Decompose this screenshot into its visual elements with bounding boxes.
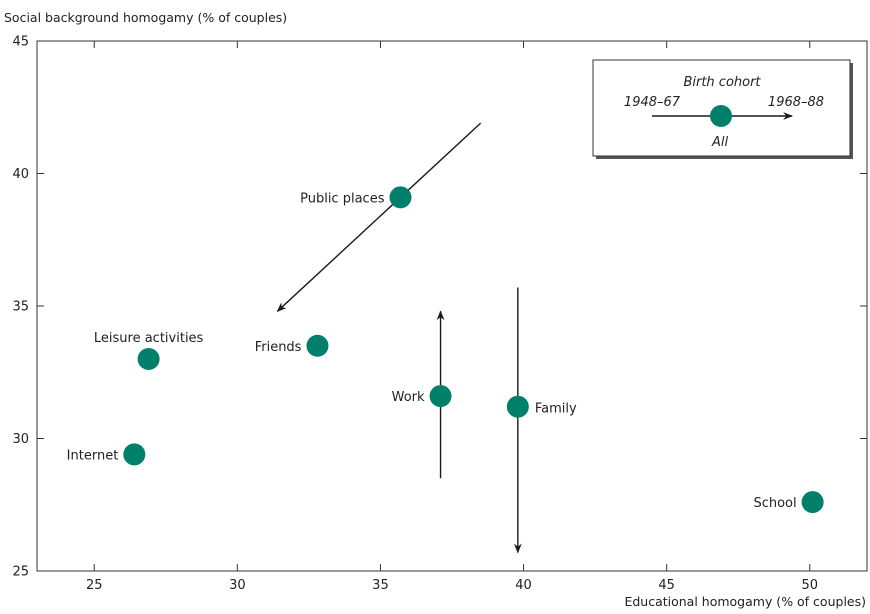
- data-point: [429, 385, 452, 408]
- data-point-label: School: [753, 496, 796, 511]
- y-tick-label: 40: [12, 167, 29, 182]
- legend: Birth cohort 1948–67 1968–88 All: [592, 59, 853, 159]
- data-point-label: Internet: [67, 448, 119, 463]
- y-tick-label: 25: [12, 565, 29, 580]
- x-tick-label: 45: [658, 578, 675, 593]
- data-point-label: Friends: [255, 340, 302, 355]
- y-axis-title: Social background homogamy (% of couples…: [4, 10, 288, 25]
- data-point-label: Family: [535, 402, 577, 417]
- data-point: [137, 348, 160, 370]
- y-ticks: 25 30 35 40 45: [12, 35, 867, 580]
- data-point: [506, 395, 529, 418]
- x-ticks: 25 30 35 40 45 50: [86, 41, 818, 593]
- y-tick-label: 45: [12, 35, 29, 50]
- legend-point-label: All: [711, 135, 729, 150]
- x-tick-label: 50: [801, 578, 818, 593]
- legend-start-label: 1948–67: [624, 95, 681, 110]
- cohort-arrow: [276, 122, 482, 312]
- x-axis-title: Educational homogamy (% of couples): [624, 594, 866, 609]
- x-tick-label: 40: [515, 578, 532, 593]
- x-tick-label: 25: [86, 578, 103, 593]
- data-point: [389, 186, 412, 209]
- x-tick-label: 30: [229, 578, 246, 593]
- legend-end-label: 1968–88: [768, 95, 824, 110]
- x-tick-label: 35: [372, 578, 389, 593]
- data-point: [306, 334, 329, 357]
- data-point: [123, 443, 146, 466]
- legend-title: Birth cohort: [683, 75, 761, 90]
- y-tick-label: 35: [12, 300, 29, 315]
- y-tick-label: 30: [12, 432, 29, 447]
- data-point-label: Leisure activities: [94, 331, 204, 346]
- data-point-label: Public places: [300, 191, 385, 206]
- data-point: [801, 491, 824, 514]
- data-point-label: Work: [392, 390, 425, 405]
- data-points: Public places Leisure activities Friends Wo…: [67, 186, 824, 514]
- legend-marker: [710, 105, 732, 127]
